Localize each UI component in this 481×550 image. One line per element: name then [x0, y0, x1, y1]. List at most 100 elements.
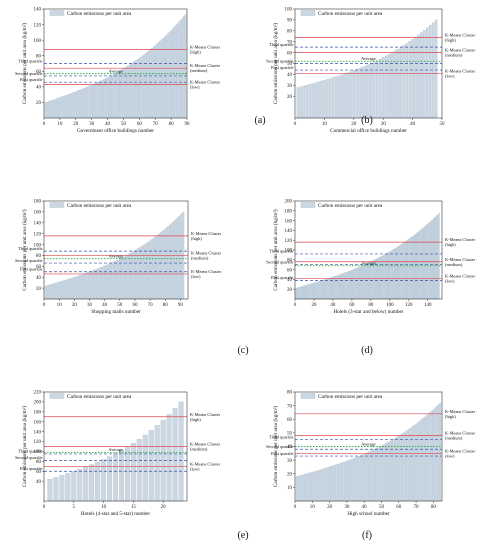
y-tick-label: 160 — [285, 219, 293, 224]
bar — [90, 271, 92, 300]
bar — [78, 275, 80, 300]
bar — [65, 473, 71, 502]
kmeans-low-sublabel: (low) — [445, 453, 455, 458]
bar — [102, 79, 104, 119]
bar — [66, 279, 68, 300]
bar — [95, 82, 98, 119]
bar — [94, 83, 96, 119]
average-label: Average — [361, 441, 376, 446]
y-tick-label: 40 — [287, 445, 293, 450]
y-axis-label: Carbon emissions per unit area (kg/m²) — [21, 209, 28, 290]
average-label: Average — [361, 56, 376, 61]
third-quartile-label: Third quartile — [18, 58, 42, 63]
y-tick-label: 70 — [287, 404, 293, 409]
bar — [322, 279, 324, 300]
first-quartile-label: First quartile — [271, 65, 294, 70]
bar — [149, 49, 152, 119]
bar — [67, 94, 69, 119]
x-tick-label: 0 — [43, 303, 46, 308]
bar — [299, 475, 302, 502]
kmeans-low-label: K-Means Cluster — [190, 80, 221, 85]
kmeans-medium-sublabel: (medium) — [190, 68, 208, 73]
bar — [423, 227, 425, 300]
bar — [439, 402, 442, 502]
bar — [163, 36, 166, 119]
bar — [321, 280, 323, 300]
bar — [381, 57, 385, 119]
bar — [349, 270, 351, 300]
x-tick-label: 0 — [43, 505, 46, 510]
bar — [366, 263, 368, 300]
bar — [163, 229, 165, 300]
kmeans-medium-label: K-Means Cluster — [190, 442, 221, 447]
bar — [59, 281, 62, 300]
x-tick-label: 60 — [396, 505, 402, 510]
bar — [178, 21, 180, 119]
bar — [409, 238, 411, 300]
kmeans-high-label: K-Means Cluster — [190, 44, 221, 49]
x-tick-label: 70 — [148, 303, 154, 308]
x-tick-label: 0 — [43, 122, 46, 127]
bar — [296, 287, 298, 300]
bar — [134, 250, 136, 300]
bar — [377, 447, 379, 502]
bar — [413, 234, 416, 300]
kmeans-medium-sublabel: (medium) — [190, 447, 208, 452]
bar — [341, 273, 343, 300]
kmeans-low-label: K-Means Cluster — [445, 448, 476, 453]
bar — [337, 75, 341, 119]
bar — [361, 265, 363, 300]
x-tick-label: 90 — [178, 303, 184, 308]
y-tick-label: 180 — [285, 210, 293, 215]
bar — [336, 275, 338, 300]
y-tick-label: 90 — [287, 19, 293, 24]
bar — [173, 220, 176, 300]
plot-frame — [43, 8, 188, 119]
bar — [403, 432, 405, 502]
bar — [58, 281, 60, 300]
bar — [437, 404, 440, 502]
bar — [342, 273, 344, 300]
kmeans-high-label: K-Means Cluster — [445, 32, 476, 37]
bar — [124, 446, 130, 502]
bar — [328, 466, 331, 502]
bar — [86, 86, 88, 119]
legend-swatch — [49, 10, 65, 16]
second-quartile-label: Second quartile — [15, 71, 42, 76]
bar — [359, 266, 361, 300]
x-tick-label: 10 — [310, 505, 316, 510]
x-tick-label: 40 — [330, 303, 336, 308]
bar — [436, 214, 438, 300]
bar — [384, 254, 386, 300]
y-tick-label: 50 — [287, 62, 293, 67]
bar — [390, 250, 392, 300]
x-tick-label: 40 — [102, 303, 108, 308]
y-tick-label: 200 — [34, 401, 42, 406]
bar — [314, 470, 317, 502]
x-tick-label: 50 — [121, 122, 127, 127]
bar — [318, 281, 320, 300]
bar — [103, 265, 106, 300]
bar — [355, 268, 357, 300]
bar — [420, 229, 422, 300]
bar — [385, 442, 388, 502]
bar — [154, 45, 156, 119]
y-tick-label: 120 — [34, 440, 42, 445]
bar — [340, 462, 343, 502]
kmeans-medium-sublabel: (medium) — [445, 262, 463, 267]
bar — [390, 52, 394, 119]
bar — [434, 407, 436, 502]
bar — [52, 283, 54, 300]
bar — [158, 233, 160, 300]
bar — [389, 251, 391, 300]
y-tick-label: 160 — [34, 420, 42, 425]
first-quartile-label: First quartile — [271, 451, 294, 456]
bar — [346, 460, 348, 502]
bar — [422, 418, 424, 502]
bar — [404, 431, 407, 502]
bar — [79, 274, 82, 300]
bar — [311, 471, 314, 502]
bar — [328, 78, 332, 119]
bar — [119, 70, 122, 119]
